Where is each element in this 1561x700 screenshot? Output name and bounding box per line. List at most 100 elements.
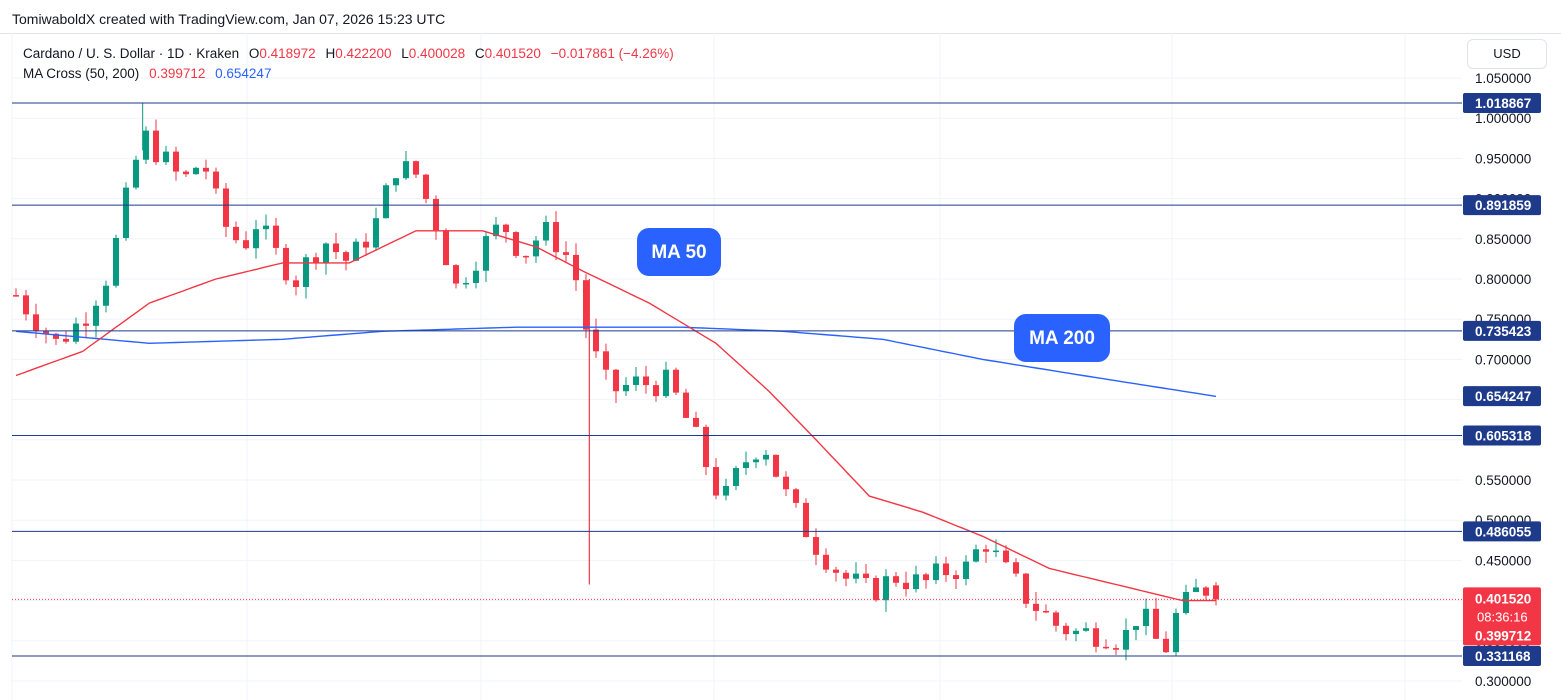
- candle-up: [193, 167, 199, 175]
- candle-up: [143, 130, 149, 160]
- ma200-legend-value: 0.654247: [215, 66, 272, 81]
- y-tick-label: 0.800000: [1475, 272, 1531, 287]
- candle-down: [443, 230, 449, 266]
- candle-up: [463, 282, 469, 285]
- ohlc-row: Cardano / U. S. Dollar · 1D · Kraken O0.…: [23, 44, 674, 64]
- candle-down: [363, 241, 369, 248]
- candle-up: [883, 576, 889, 601]
- candle-down: [83, 323, 89, 326]
- candle-up: [963, 561, 969, 580]
- candle-up: [263, 225, 269, 230]
- candle-down: [1153, 608, 1159, 639]
- candle-down: [873, 578, 879, 601]
- candle-up: [543, 222, 549, 241]
- candle-up: [1183, 591, 1189, 614]
- candle-down: [823, 554, 829, 570]
- candle-down: [1093, 628, 1099, 647]
- candle-up: [733, 468, 739, 486]
- candle-up: [353, 241, 359, 261]
- candle-down: [413, 161, 419, 175]
- candle-up: [1083, 628, 1089, 631]
- level-price-tag: [1463, 320, 1541, 341]
- candle-down: [923, 574, 929, 581]
- candle-up: [973, 549, 979, 562]
- bar-countdown-label: 08:36:16: [1477, 609, 1528, 624]
- candle-down: [793, 489, 799, 503]
- candle-down: [1013, 562, 1019, 574]
- candle-down: [803, 502, 809, 538]
- low-value: 0.400028: [408, 46, 466, 61]
- candle-down: [943, 563, 949, 576]
- y-tick-label: 0.850000: [1475, 232, 1531, 247]
- candle-up: [993, 550, 999, 553]
- candle-down: [673, 369, 679, 393]
- ma200-price-tag: [1463, 386, 1541, 407]
- candle-down: [43, 331, 49, 334]
- candle-down: [903, 582, 909, 590]
- indicator-label[interactable]: MA Cross (50, 200): [23, 66, 140, 81]
- candle-down: [643, 376, 649, 386]
- candle-down: [953, 575, 959, 580]
- candle-down: [1033, 603, 1039, 611]
- candle-down: [613, 369, 619, 392]
- candle-up: [633, 376, 639, 385]
- candle-down: [683, 392, 689, 418]
- candle-down: [1113, 648, 1119, 650]
- candle-down: [553, 222, 559, 253]
- y-tick-label: 0.450000: [1475, 553, 1531, 568]
- candle-up: [743, 462, 749, 469]
- candle-up: [1193, 587, 1199, 592]
- candle-down: [1043, 610, 1049, 613]
- level-price-label: 0.735423: [1475, 324, 1532, 339]
- candle-down: [513, 232, 519, 256]
- candle-up: [113, 237, 119, 286]
- candle-down: [423, 174, 429, 199]
- open-value: 0.418972: [259, 46, 316, 61]
- level-price-label: 0.486055: [1475, 524, 1532, 539]
- candle-up: [753, 459, 759, 463]
- candle-down: [243, 240, 249, 249]
- candle-up: [933, 563, 939, 581]
- y-tick-label: 1.050000: [1475, 71, 1531, 86]
- candle-down: [233, 226, 239, 241]
- candle-up: [373, 218, 379, 248]
- candle-up: [663, 369, 669, 397]
- level-price-tag: [1463, 195, 1541, 216]
- currency-button[interactable]: USD: [1467, 39, 1547, 69]
- candle-down: [213, 171, 219, 189]
- candle-up: [1143, 608, 1149, 627]
- candle-down: [843, 572, 849, 579]
- candle-up: [403, 161, 409, 179]
- level-price-label: 0.891859: [1475, 198, 1531, 213]
- candle-down: [1103, 646, 1109, 649]
- candle-up: [1073, 630, 1079, 635]
- candle-down: [713, 467, 719, 496]
- attribution-text: TomiwaboldX created with TradingView.com…: [12, 11, 446, 27]
- ma50-line: [15, 230, 1216, 602]
- candle-up: [913, 574, 919, 590]
- y-tick-label: 0.700000: [1475, 352, 1531, 367]
- candle-up: [493, 224, 499, 237]
- candle-down: [653, 385, 659, 397]
- candle-up: [323, 243, 329, 263]
- open-label: O: [248, 46, 260, 61]
- level-price-label: 0.605318: [1475, 429, 1532, 444]
- candle-down: [503, 224, 509, 233]
- candle-down: [173, 151, 179, 172]
- candle-up: [93, 305, 99, 326]
- candle-up: [623, 384, 629, 392]
- candle-down: [53, 333, 59, 339]
- ma200-callout-bubble[interactable]: [1014, 314, 1110, 362]
- candle-up: [123, 187, 129, 238]
- level-price-label: 1.018867: [1475, 96, 1531, 111]
- candle-up: [763, 454, 769, 460]
- candle-up: [853, 573, 859, 579]
- candle-up: [1123, 629, 1129, 650]
- change-value: −0.017861 (−4.26%): [550, 46, 674, 61]
- chart-legend: Cardano / U. S. Dollar · 1D · Kraken O0.…: [23, 44, 674, 84]
- candle-up: [723, 485, 729, 496]
- candle-up: [73, 323, 79, 342]
- ma50-callout-bubble[interactable]: [637, 228, 721, 276]
- candle-down: [1213, 585, 1219, 600]
